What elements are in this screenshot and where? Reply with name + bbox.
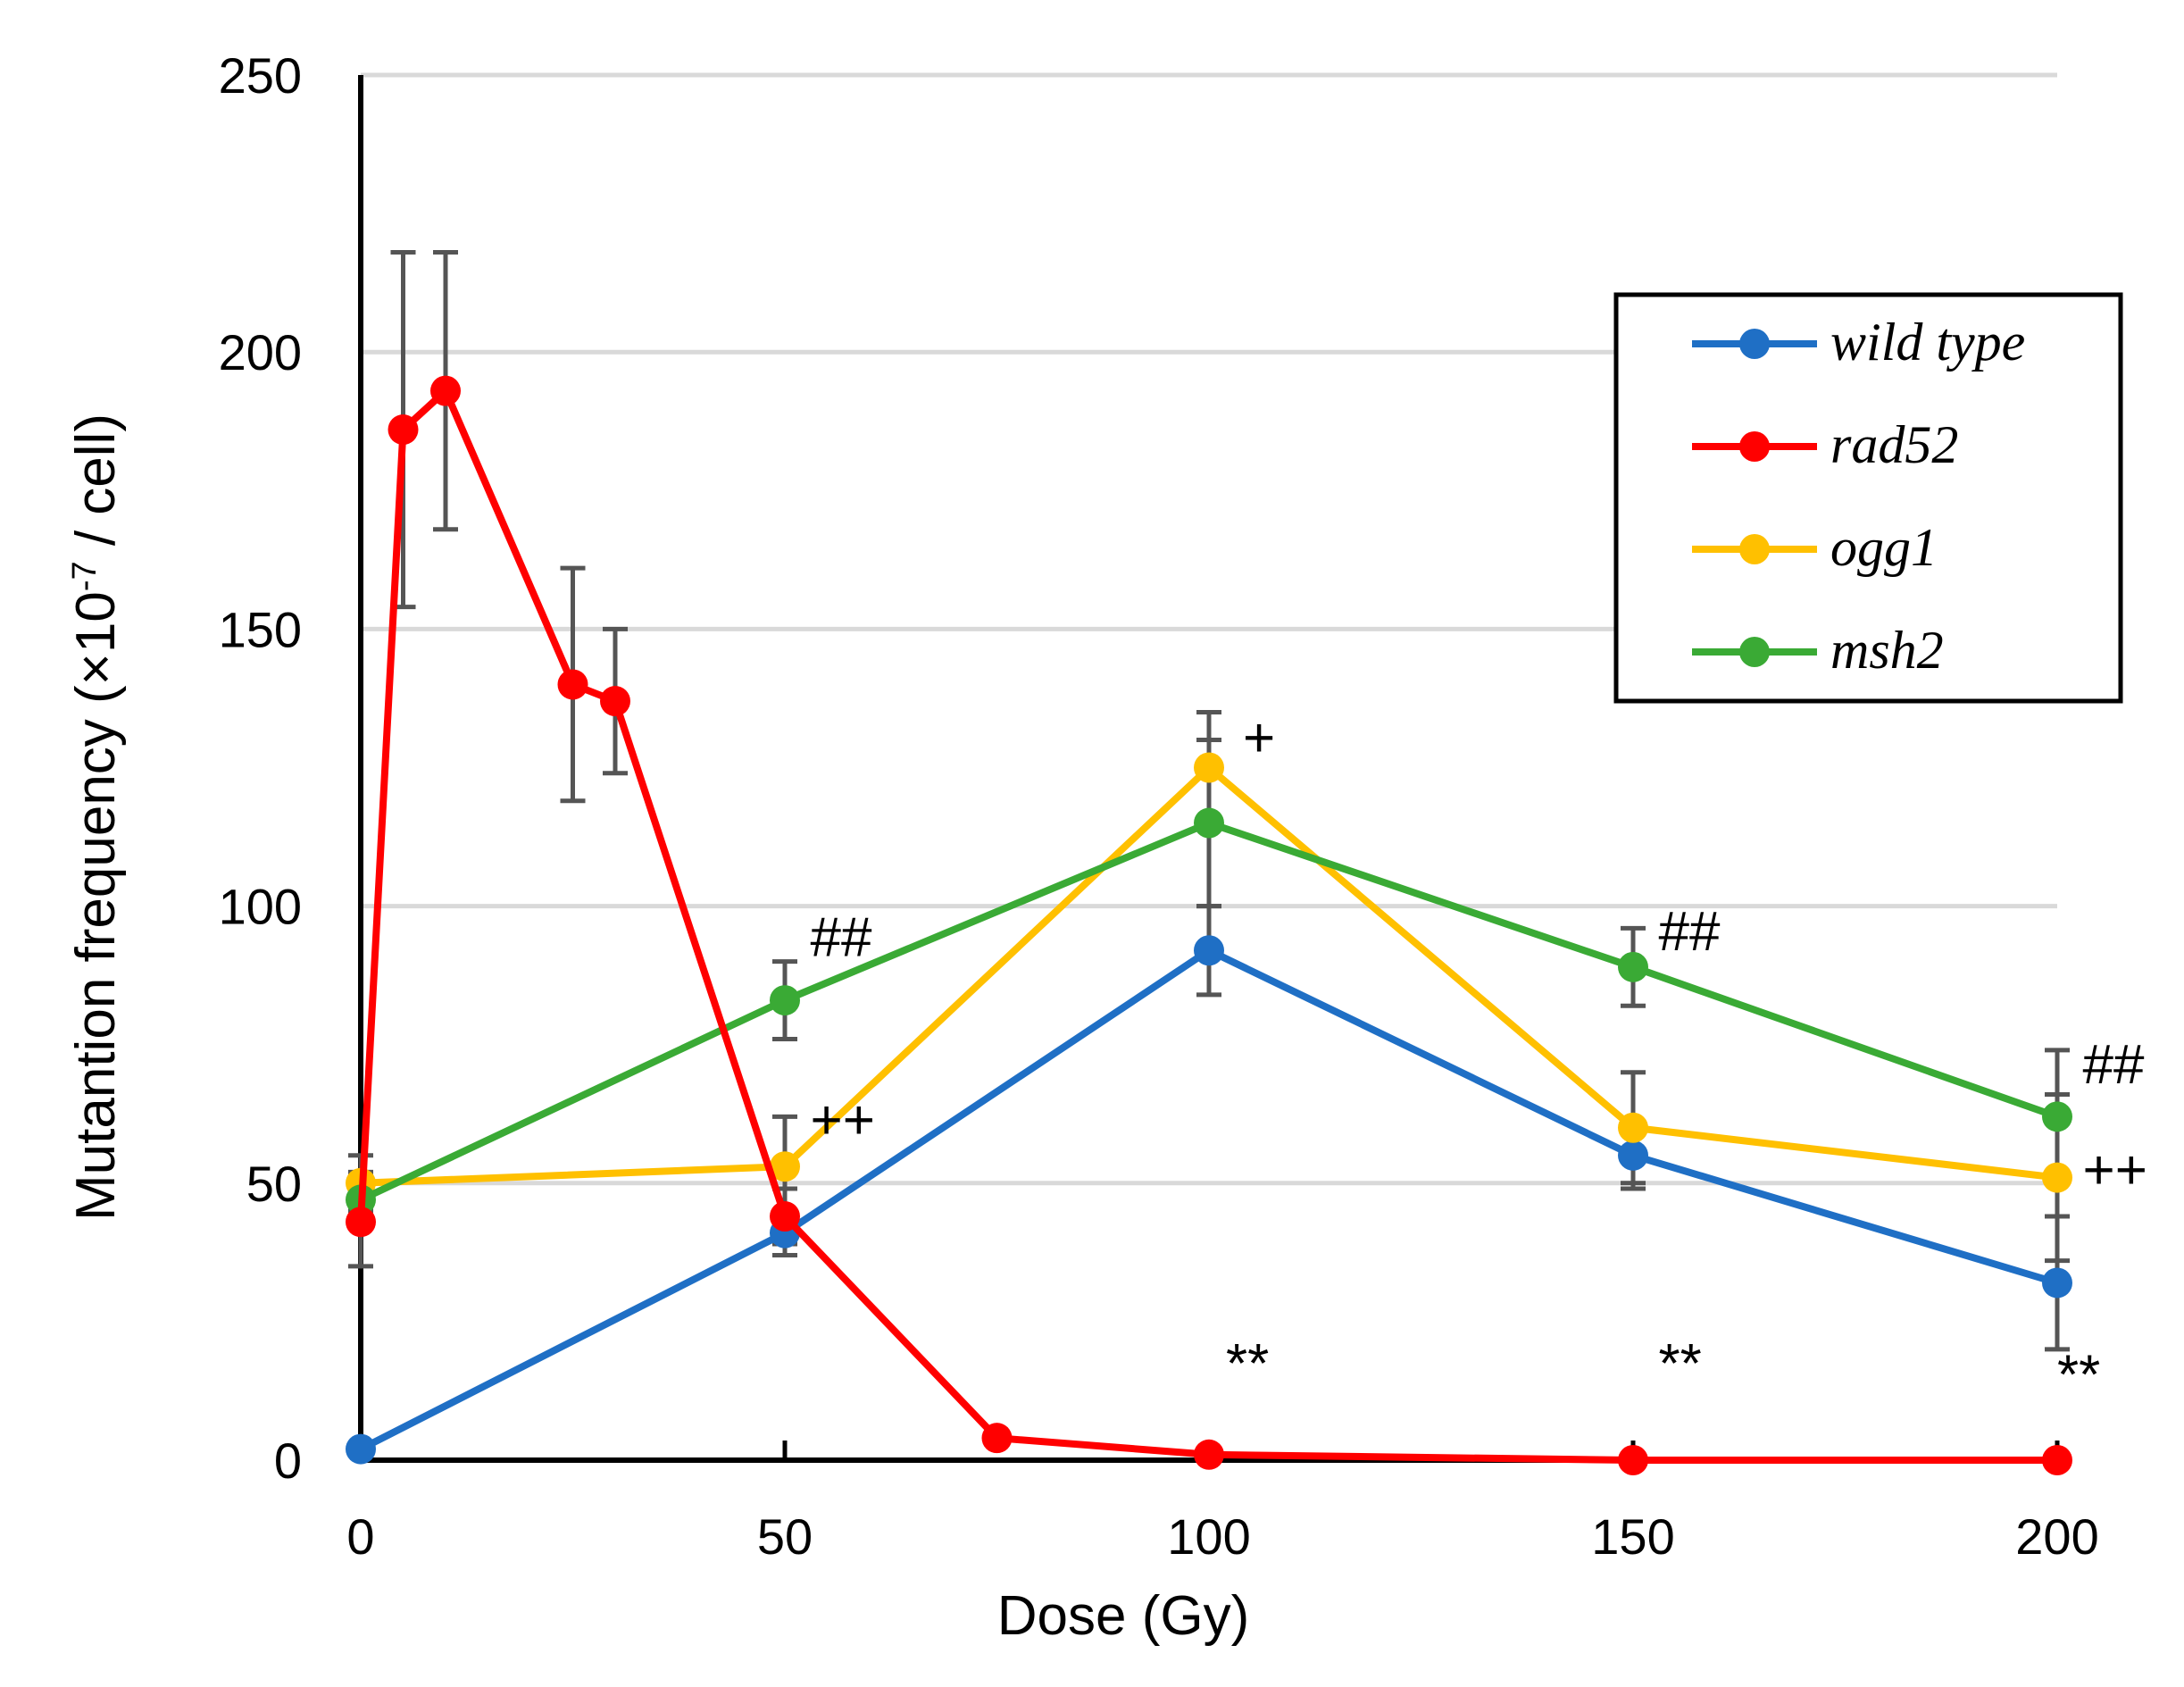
series-wild-type [346,935,2072,1465]
point-wild-type-100 [1194,935,1224,966]
point-rad52-25 [557,669,588,700]
legend-label-msh2: msh2 [1830,621,1944,680]
x-tick-label-200: 200 [2015,1508,2098,1565]
point-msh2-100 [1194,807,1224,839]
legend: wild type rad52 ogg1 msh2 [1613,292,2123,704]
annotation-6: ** [1226,1333,1269,1395]
legend-item-wild-type: wild type [1692,313,2025,372]
y-axis-title-tail: / cell) [65,413,127,561]
y-axis-title: Mutantion frequency (×10-7 / cell) [65,413,127,1221]
point-rad52-50 [770,1201,800,1232]
y-tick-label-50: 50 [246,1156,302,1212]
point-rad52-200 [2042,1445,2072,1475]
annotation-5: ++ [2083,1140,2147,1201]
legend-label-rad52: rad52 [1830,415,1958,474]
point-rad52-100 [1194,1439,1224,1470]
annotation-1: ++ [811,1090,875,1151]
point-wild-type-0 [346,1433,376,1465]
legend-marker-ogg1 [1739,534,1770,564]
point-rad52-30 [600,686,630,717]
point-msh2-150 [1618,951,1648,982]
x-tick-label-50: 50 [757,1508,813,1565]
x-axis-title: Dose (Gy) [997,1585,1249,1647]
annotation-4: ## [2083,1034,2145,1096]
axes: 0 50 100 150 200 250 0 50 100 150 200 [219,47,2099,1565]
x-tick-label-100: 100 [1167,1508,1250,1565]
point-ogg1-150 [1618,1112,1648,1143]
annotation-0: ## [811,906,872,968]
y-tick-label-100: 100 [219,879,302,935]
legend-label-wild-type: wild type [1830,313,2025,372]
line-rad52 [357,387,2057,1464]
significance-annotations: ##+++####++** ** ** [811,707,2147,1406]
legend-items: wild type rad52 ogg1 msh2 [1692,313,2025,680]
point-msh2-200 [2042,1101,2072,1132]
legend-box [1613,292,2123,704]
point-rad52-75 [981,1423,1013,1454]
y-axis-title-exponent: -7 [66,561,104,591]
y-axis-title-main: Mutantion frequency (×10 [65,591,127,1221]
legend-marker-rad52 [1739,431,1770,462]
annotation-7: ** [1659,1333,1702,1395]
y-tick-label-150: 150 [219,601,302,657]
point-rad52-5 [388,414,419,446]
x-tick-label-0: 0 [346,1508,374,1565]
point-rad52-0 [346,1207,376,1238]
point-ogg1-50 [770,1151,800,1182]
series-rad52 [346,375,2072,1475]
point-rad52-10 [430,375,461,406]
point-ogg1-200 [2042,1162,2072,1193]
y-tick-label-200: 200 [219,324,302,380]
legend-marker-wild-type [1739,329,1770,359]
point-msh2-50 [770,985,800,1016]
legend-label-ogg1: ogg1 [1830,518,1938,577]
annotation-8: ** [2057,1345,2100,1407]
error-bars-wild-type [772,904,2070,1352]
legend-item-msh2: msh2 [1692,621,1944,680]
point-wild-type-200 [2042,1267,2072,1299]
point-rad52-150 [1618,1445,1648,1475]
legend-item-rad52: rad52 [1692,415,1958,474]
legend-item-ogg1: ogg1 [1692,518,1938,577]
annotation-2: + [1243,707,1275,769]
annotation-3: ## [1659,901,1721,963]
point-ogg1-100 [1194,752,1224,783]
legend-marker-msh2 [1739,637,1770,667]
series-msh2 [346,807,2072,1215]
point-wild-type-150 [1618,1140,1648,1171]
y-tick-label-250: 250 [219,47,302,104]
y-tick-label-0: 0 [274,1432,302,1489]
data-series [346,250,2072,1475]
x-tick-label-150: 150 [1591,1508,1674,1565]
